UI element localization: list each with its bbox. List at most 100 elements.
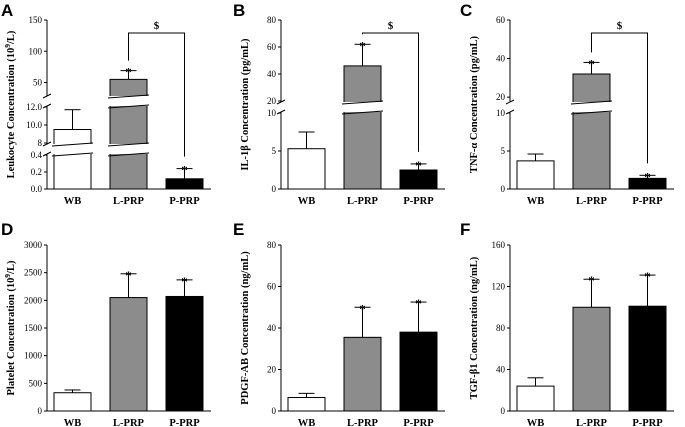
bar-p-prp xyxy=(165,295,204,412)
significance-star: * xyxy=(415,158,422,173)
y-tick-label: 80 xyxy=(267,240,277,250)
bar-break-mark xyxy=(570,100,613,115)
y-tick-label: 160 xyxy=(492,240,506,250)
category-label: L-PRP xyxy=(576,418,607,427)
category-label: P-PRP xyxy=(632,196,663,207)
y-tick-label: 0 xyxy=(272,406,277,416)
axis-break-gap xyxy=(506,102,514,112)
y-tick-label: 5 xyxy=(272,146,277,156)
bar-wb xyxy=(287,397,326,412)
comparison-label: $ xyxy=(154,20,160,32)
category-label: P-PRP xyxy=(403,418,434,427)
axis-break-mark xyxy=(42,141,52,157)
panel-letter: E xyxy=(233,220,244,239)
y-tick-label: 20 xyxy=(267,96,277,106)
axis-break-gap xyxy=(43,96,51,106)
y-axis-label: TNF-α Concentration (pg/mL) xyxy=(469,35,480,173)
axis-break-gap xyxy=(277,102,285,112)
category-label: P-PRP xyxy=(169,418,200,427)
y-axis-label: IL-1β Concentration (pg/mL) xyxy=(240,38,251,171)
bar-break-gap xyxy=(572,102,611,112)
category-label: L-PRP xyxy=(347,196,378,207)
significance-star: * xyxy=(644,269,651,284)
y-tick-label: 100 xyxy=(29,46,43,56)
category-label: L-PRP xyxy=(113,196,144,207)
panel-letter: B xyxy=(233,1,245,20)
y-tick-label: 0 xyxy=(501,184,506,194)
significance-star: * xyxy=(181,163,188,178)
category-label: WB xyxy=(64,418,82,427)
y-tick-label: 10 xyxy=(267,108,277,118)
category-label: WB xyxy=(527,196,545,207)
y-tick-label: 40 xyxy=(496,54,506,64)
comparison-bracket xyxy=(591,32,648,164)
bar-l-prp xyxy=(572,306,611,412)
bar-p-prp xyxy=(165,178,204,190)
y-tick-label: 2500 xyxy=(24,268,43,278)
bar-l-prp xyxy=(343,336,382,412)
panel-f: F WB * L-PRP * P-PRP 0 40 80 120 160 TGF-β1 Concent… xyxy=(460,220,674,427)
panel-a: A WB * L-PRP * P-PRP 0.0 0.2 0.4 8 10.0 12.0 50 100 15… xyxy=(1,1,211,207)
significance-star: * xyxy=(125,65,132,80)
axis-break-gap xyxy=(43,144,51,154)
y-tick-label: 40 xyxy=(267,323,277,333)
category-label: P-PRP xyxy=(169,196,200,207)
bar-wb xyxy=(53,392,92,412)
y-tick-label: 1500 xyxy=(24,323,43,333)
bar-wb xyxy=(516,385,555,412)
category-label: L-PRP xyxy=(113,418,144,427)
y-tick-label: 10 xyxy=(496,108,506,118)
y-tick-label: 40 xyxy=(496,365,506,375)
bar-break-gap xyxy=(343,102,382,112)
y-tick-label: 5 xyxy=(501,146,506,156)
y-axis-label: TGF-β1 Concentration (ng/mL) xyxy=(469,256,480,399)
significance-star: * xyxy=(415,296,422,311)
panel-letter: F xyxy=(460,220,470,239)
panel-d: D WB * L-PRP * P-PRP 0 500 1000 1500 2000 2500 3000 P… xyxy=(1,220,211,427)
axis-break-mark xyxy=(42,93,52,109)
bar-l-prp xyxy=(109,297,148,412)
significance-star: * xyxy=(588,273,595,288)
category-label: WB xyxy=(298,196,316,207)
category-label: WB xyxy=(527,418,545,427)
bar-break-gap xyxy=(53,144,92,154)
bar-wb xyxy=(53,129,92,190)
category-label: L-PRP xyxy=(347,418,378,427)
y-tick-label: 50 xyxy=(33,78,43,88)
y-tick-label: 0 xyxy=(38,406,43,416)
axis-break-mark xyxy=(276,99,286,115)
category-label: P-PRP xyxy=(632,418,663,427)
panel-letter: C xyxy=(460,1,472,20)
y-tick-label: 2000 xyxy=(24,295,43,305)
axis-break-mark xyxy=(505,99,515,115)
bar-p-prp xyxy=(399,331,438,412)
comparison-bracket xyxy=(128,32,185,157)
y-tick-label: 0.0 xyxy=(31,184,43,194)
bar-l-prp xyxy=(343,65,382,190)
y-tick-label: 1000 xyxy=(24,351,43,361)
y-tick-label: 10.0 xyxy=(26,120,42,130)
y-axis-label: Leukocyte Concentration (109/L) xyxy=(3,30,18,178)
y-tick-label: 0.2 xyxy=(31,167,42,177)
bar-l-prp xyxy=(572,73,611,190)
y-tick-label: 60 xyxy=(267,282,277,292)
bar-break-gap xyxy=(109,96,148,106)
significance-star: * xyxy=(359,301,366,316)
bar-break-mark xyxy=(341,100,384,115)
category-label: P-PRP xyxy=(403,196,434,207)
bar-wb xyxy=(287,148,326,190)
y-tick-label: 8 xyxy=(38,138,43,148)
bar-break-mark xyxy=(51,142,94,157)
y-tick-label: 150 xyxy=(29,15,43,25)
significance-star: * xyxy=(181,274,188,289)
category-label: L-PRP xyxy=(576,196,607,207)
bar-p-prp xyxy=(628,305,667,412)
bar-wb xyxy=(516,160,555,190)
y-axis-label: PDGF-AB Concentration (ng/mL) xyxy=(240,251,251,405)
panel-letter: A xyxy=(1,1,13,20)
panel-c: C WB * L-PRP * P-PRP 0 5 10 20 40 60 TNF-α Concentra… xyxy=(460,1,674,207)
comparison-label: $ xyxy=(388,20,394,32)
comparison-label: $ xyxy=(617,20,623,32)
y-axis-label: Platelet Concentration (109/L) xyxy=(3,260,18,395)
y-tick-label: 0 xyxy=(272,184,277,194)
